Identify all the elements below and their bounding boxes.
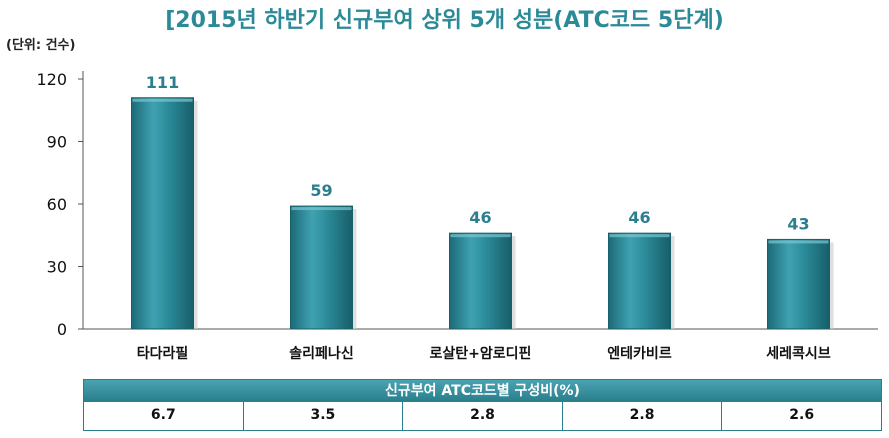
table-header: 신규부여 ATC코드별 구성비(%) bbox=[83, 379, 882, 402]
bar-top-highlight bbox=[450, 234, 511, 238]
data-label: 46 bbox=[628, 208, 650, 227]
y-tick-label: 30 bbox=[47, 258, 67, 277]
category-label: 엔테카비르 bbox=[607, 345, 672, 362]
category-label: 세레콕시브 bbox=[766, 346, 831, 362]
chart-title: [2015년 하반기 신규부여 상위 5개 성분(ATC코드 5단계) bbox=[165, 8, 724, 33]
category-label: 솔리페나신 bbox=[289, 346, 353, 362]
bar bbox=[767, 238, 830, 330]
table-cell: 3.5 bbox=[244, 402, 404, 430]
bar bbox=[131, 97, 194, 330]
category-label: 타다라필 bbox=[137, 345, 189, 362]
data-label: 43 bbox=[787, 214, 809, 233]
y-tick-label: 60 bbox=[47, 195, 67, 214]
bar bbox=[608, 232, 671, 330]
bar-top-highlight bbox=[768, 240, 829, 244]
table-cell: 6.7 bbox=[84, 402, 244, 430]
data-label: 59 bbox=[310, 181, 332, 200]
bar-top-highlight bbox=[291, 207, 352, 211]
bars: 111 타다라필 59 솔리페나신 46 로살탄+암로디핀 46 엔테카비르 43 세레콕시브 bbox=[131, 73, 834, 362]
table-row: 6.7 3.5 2.8 2.8 2.6 bbox=[83, 402, 882, 431]
y-tick-label: 90 bbox=[47, 133, 67, 152]
y-tick-label: 120 bbox=[36, 70, 67, 89]
composition-table: 신규부여 ATC코드별 구성비(%) 6.7 3.5 2.8 2.8 2.6 bbox=[83, 379, 882, 431]
data-label: 111 bbox=[146, 73, 179, 92]
y-tick-label: 0 bbox=[57, 320, 67, 339]
bar-top-highlight bbox=[132, 98, 193, 102]
bar bbox=[290, 205, 353, 330]
bar-top-highlight bbox=[609, 234, 670, 238]
bar bbox=[449, 232, 512, 330]
category-label: 로살탄+암로디핀 bbox=[430, 345, 532, 362]
data-label: 46 bbox=[469, 208, 491, 227]
table-cell: 2.8 bbox=[563, 402, 723, 430]
unit-label: (단위: 건수) bbox=[6, 38, 76, 53]
table-cell: 2.8 bbox=[403, 402, 563, 430]
table-cell: 2.6 bbox=[789, 407, 815, 423]
